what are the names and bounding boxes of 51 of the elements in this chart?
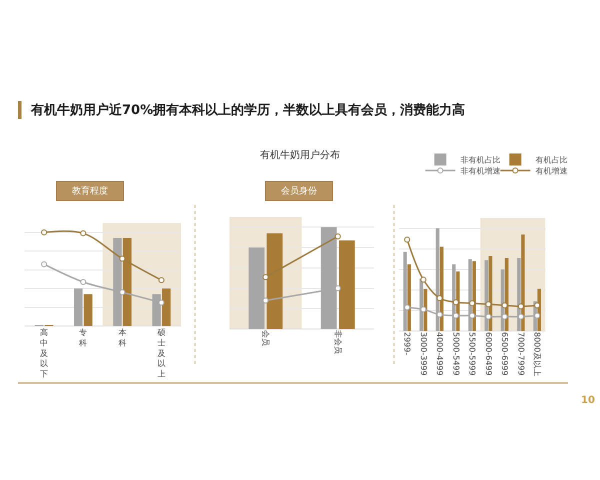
point	[41, 261, 48, 268]
x-tick-label: 非会员	[333, 330, 342, 354]
bar	[338, 240, 355, 329]
point	[119, 256, 126, 262]
point	[485, 301, 492, 308]
chart-title: 会员身份	[281, 186, 317, 196]
point	[420, 276, 426, 283]
text: 有机牛奶用户近70%拥有本科以上的学历，半数以上具有会员，消费能力高	[30, 102, 466, 118]
bar	[122, 238, 132, 326]
legend-label: 有机占比	[535, 156, 568, 165]
x-tick-label: 6000-6499	[484, 332, 493, 376]
point	[41, 229, 48, 236]
x-tick-label: 8000及以上	[532, 332, 542, 376]
point	[404, 236, 410, 243]
bar	[266, 233, 283, 329]
x-tick-label: 会员	[261, 330, 270, 346]
x-tick-label: 3000-3999	[418, 332, 428, 376]
bar	[248, 248, 265, 329]
x-tick-label: 5000-5499	[451, 332, 460, 376]
point	[452, 299, 459, 306]
legend-label: 有机增速	[535, 166, 568, 176]
bar	[521, 234, 525, 331]
point	[436, 295, 443, 302]
point	[518, 303, 524, 310]
point	[80, 230, 86, 236]
x-tick-label: 硕士及以上	[156, 328, 166, 379]
bar	[407, 264, 411, 331]
legend-label: 非有机增速	[460, 166, 500, 176]
bar	[403, 252, 407, 331]
text: 有机牛奶用户分布	[260, 149, 340, 161]
x-tick-label: 本科	[118, 328, 126, 348]
chart-title: 教育程度	[72, 186, 108, 196]
bar	[74, 288, 83, 326]
x-tick-label: 5500-5999	[468, 332, 477, 376]
x-tick-label: 6500-6999	[500, 332, 510, 376]
x-tick-label: 7000-7999	[516, 332, 526, 376]
point	[534, 302, 540, 308]
x-tick-label: 4000-4999	[435, 332, 444, 376]
x-tick-label: 专科	[79, 328, 88, 348]
legend-label: 非有机占比	[460, 156, 500, 165]
bar	[162, 288, 171, 326]
point	[262, 274, 269, 280]
point	[158, 277, 164, 284]
point	[502, 302, 508, 308]
x-tick-label: 高中及以下	[40, 328, 48, 379]
point	[80, 278, 86, 285]
bar	[84, 294, 92, 326]
point	[469, 300, 476, 306]
point	[334, 233, 341, 240]
x-tick-label: 2999-	[402, 332, 412, 356]
text: 10	[581, 395, 595, 406]
